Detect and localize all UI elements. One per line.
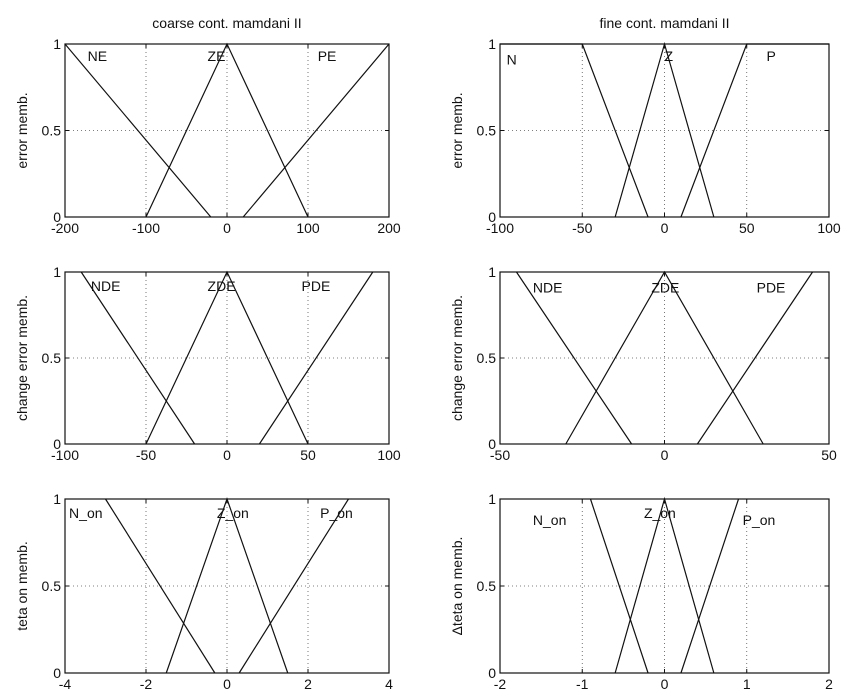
x-tick-label: 1 (743, 676, 751, 692)
membership-line-n (500, 43, 649, 218)
x-tick-label: -1 (576, 676, 589, 692)
x-tick-label: -4 (59, 676, 72, 692)
membership-label: ZE (208, 48, 226, 64)
y-axis-label: change error memb. (14, 295, 30, 421)
y-tick-label: 0 (488, 436, 496, 452)
x-tick-label: 2 (304, 676, 312, 692)
membership-line-n-on (589, 498, 649, 674)
subplot-6: -2 -1 0 1 2 0 0.5 1 Δteta on memb. N_on Z_on P_on (449, 491, 833, 692)
membership-line-ne (64, 43, 212, 218)
membership-label: NDE (533, 279, 563, 295)
x-tick-label: 0 (223, 447, 231, 463)
subplot-2: -100 -50 0 50 100 0 0.5 1 fine cont. mamdani II e… (449, 15, 841, 236)
membership-label: Z (665, 48, 674, 64)
x-tick-label: 100 (377, 447, 401, 463)
x-tick-label: -50 (136, 447, 156, 463)
x-tick-label: -2 (494, 676, 507, 692)
y-tick-label: 0.5 (42, 350, 62, 366)
x-tick-label: 0 (661, 447, 669, 463)
y-tick-label: 0.5 (42, 578, 62, 594)
y-axis-label: teta on memb. (14, 541, 30, 631)
x-tick-label: 200 (377, 220, 401, 236)
membership-label: NDE (91, 278, 121, 294)
membership-label: P_on (320, 505, 353, 521)
subplot-5: -4 -2 0 2 4 0 0.5 1 teta on memb. N_on Z_on P_on (14, 491, 393, 692)
x-tick-label: 0 (661, 676, 669, 692)
x-tick-label: 50 (739, 220, 755, 236)
y-tick-label: 0 (53, 665, 61, 681)
y-tick-label: 0.5 (477, 123, 497, 139)
x-tick-label: 0 (223, 220, 231, 236)
x-tick-label: -50 (490, 447, 510, 463)
x-tick-label: 50 (300, 447, 316, 463)
y-tick-label: 0 (53, 209, 61, 225)
chart-title: fine cont. mamdani II (600, 15, 730, 31)
membership-label: ZDE (651, 279, 679, 295)
membership-line-pde (258, 271, 374, 445)
membership-line-z (614, 41, 715, 218)
membership-line-p-on (680, 498, 740, 674)
y-tick-label: 0.5 (42, 123, 62, 139)
x-tick-label: 0 (223, 676, 231, 692)
y-axis-label: error memb. (449, 92, 465, 168)
membership-line-p (680, 43, 829, 218)
membership-line-zde (565, 270, 764, 445)
y-tick-label: 1 (488, 36, 496, 52)
membership-line-pde (696, 271, 814, 445)
x-tick-label: 0 (661, 220, 669, 236)
x-tick-label: 100 (817, 220, 841, 236)
y-tick-label: 0 (488, 209, 496, 225)
y-tick-label: 1 (53, 36, 61, 52)
y-tick-label: 1 (488, 491, 496, 507)
membership-line-z-on (614, 496, 715, 674)
x-tick-label: -100 (132, 220, 160, 236)
membership-line-ze (145, 42, 309, 218)
subplot-1: -200 -100 0 100 200 0 0.5 1 coarse cont. mamdani… (14, 15, 401, 236)
membership-label: P_on (743, 512, 776, 528)
y-axis-label: Δteta on memb. (449, 537, 465, 636)
membership-line-pe (242, 43, 390, 218)
x-tick-label: 50 (821, 447, 837, 463)
y-tick-label: 0 (53, 436, 61, 452)
membership-label: PDE (757, 279, 786, 295)
y-tick-label: 0.5 (477, 350, 497, 366)
subplot-3: -100 -50 0 50 100 0 0.5 1 change error memb. NDE Z… (14, 264, 401, 463)
membership-line-p-on (238, 498, 350, 674)
membership-label: PDE (302, 278, 331, 294)
membership-label: Z_on (217, 505, 249, 521)
x-tick-label: -100 (486, 220, 514, 236)
membership-label: Z_on (644, 505, 676, 521)
y-tick-label: 0.5 (477, 578, 497, 594)
x-tick-label: -200 (51, 220, 79, 236)
y-tick-label: 1 (488, 264, 496, 280)
membership-line-n-on (104, 498, 216, 674)
y-tick-label: 0 (488, 665, 496, 681)
x-tick-label: -50 (572, 220, 592, 236)
membership-label: N (507, 52, 517, 68)
membership-line-nde (515, 271, 633, 445)
membership-label: N_on (533, 512, 566, 528)
membership-line-z-on (165, 497, 289, 674)
x-tick-label: -2 (140, 676, 153, 692)
membership-label: P (766, 48, 775, 64)
membership-label: NE (88, 48, 107, 64)
x-tick-label: 4 (385, 676, 393, 692)
y-tick-label: 1 (53, 264, 61, 280)
x-tick-label: 2 (825, 676, 833, 692)
x-tick-label: 100 (296, 220, 320, 236)
y-axis-label: change error memb. (449, 295, 465, 421)
y-axis-label: error memb. (14, 92, 30, 168)
y-tick-label: 1 (53, 491, 61, 507)
membership-label: PE (318, 48, 337, 64)
chart-title: coarse cont. mamdani II (152, 15, 301, 31)
x-tick-label: -100 (51, 447, 79, 463)
membership-line-nde (80, 271, 196, 445)
membership-label: ZDE (208, 278, 236, 294)
membership-label: N_on (69, 505, 102, 521)
membership-line-zde (145, 270, 309, 445)
